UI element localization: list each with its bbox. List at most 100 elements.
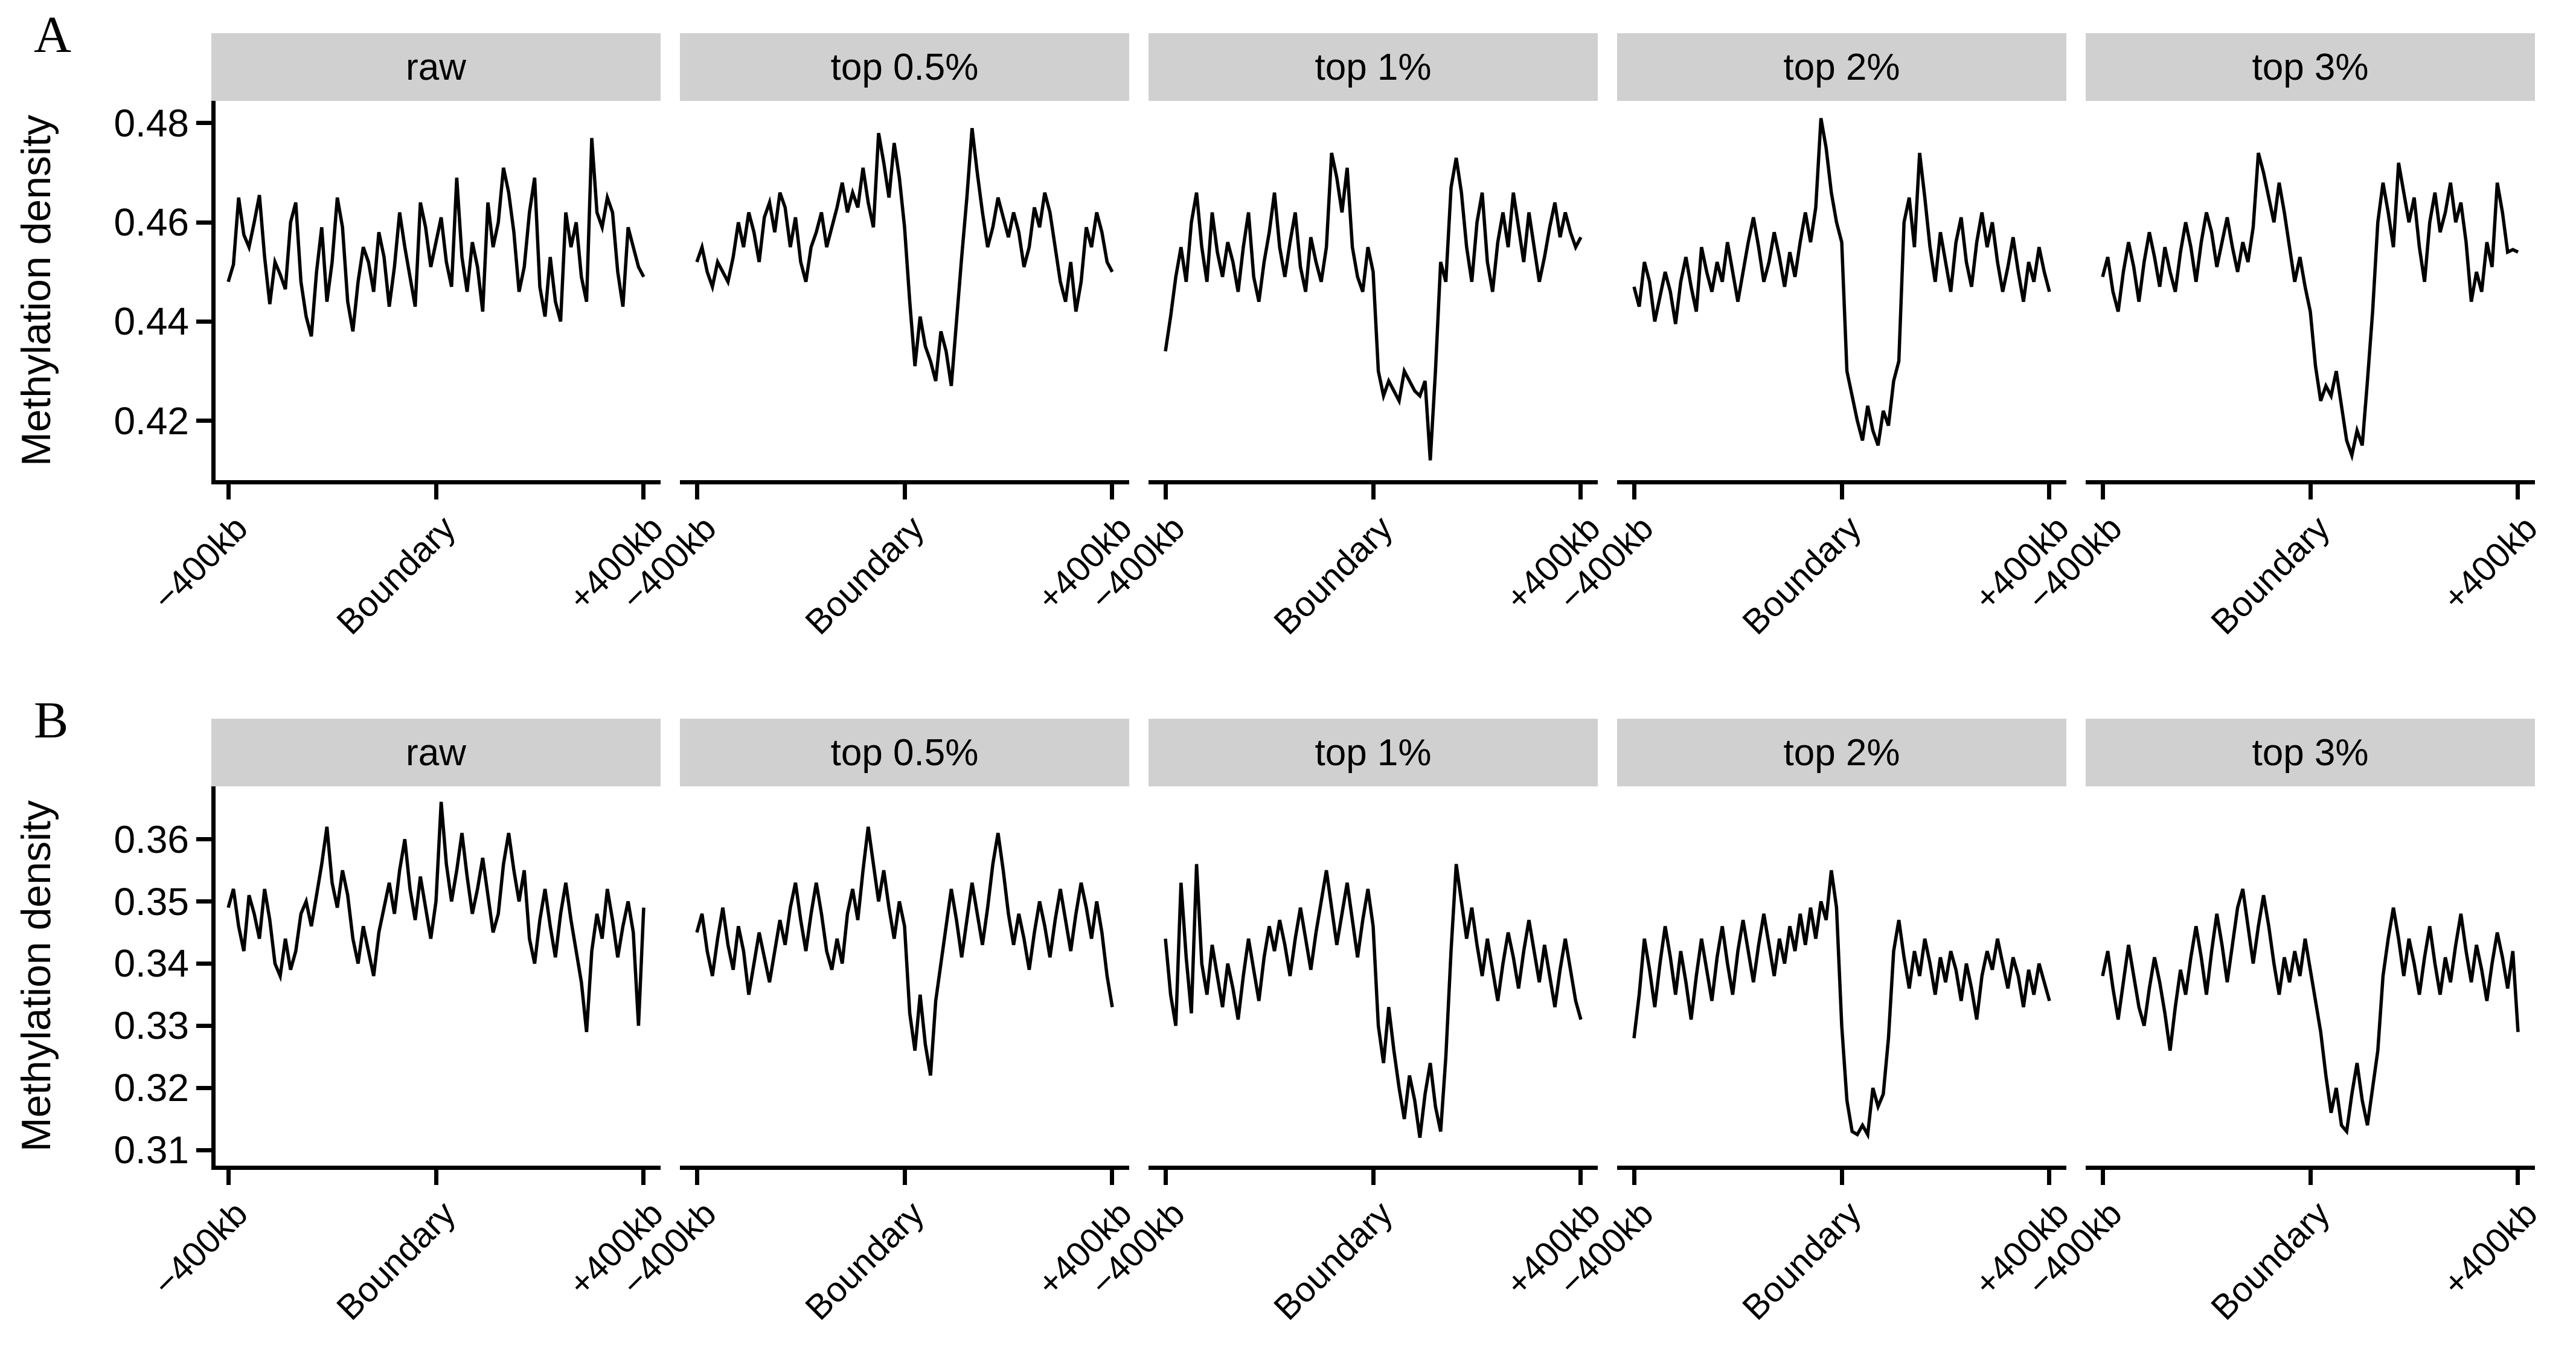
line-chart [1164, 152, 1583, 461]
figure-row-a: A Methylation density 0.48 0.46 0.44 0.4… [0, 5, 2545, 673]
line-chart [695, 127, 1114, 387]
x-tick-mark [903, 1170, 907, 1185]
y-tick-mark [196, 1023, 211, 1028]
line-chart [1164, 864, 1583, 1138]
x-tick-mark [695, 1170, 699, 1185]
y-tick: 0.35 [114, 879, 211, 924]
x-tick-mark [641, 484, 646, 499]
facet-strip: top 0.5% [680, 719, 1129, 786]
facet-a-top3: top 3% −400kb Boundary +400kb [2020, 33, 2545, 673]
y-axis-b: 0.36 0.35 0.34 0.33 0.32 0.31 [0, 786, 211, 1172]
y-tick-label: 0.32 [114, 1066, 189, 1110]
x-tick-mark [2101, 1170, 2105, 1185]
y-axis-line [211, 786, 216, 1170]
plot-area [1617, 786, 2066, 1166]
facet-strip: top 2% [1617, 33, 2066, 101]
y-tick: 0.36 [114, 817, 211, 862]
plot-area [680, 101, 1129, 480]
x-tick-label: Boundary [2203, 1193, 2337, 1328]
x-tick-label: Boundary [2203, 508, 2337, 643]
x-tick-label: Boundary [798, 1193, 932, 1328]
facet-a-raw: raw −400kb Boundary +400kb [146, 33, 671, 673]
facet-title: top 0.5% [830, 731, 979, 774]
line-chart [226, 801, 646, 1032]
y-tick-label: 0.48 [114, 101, 189, 145]
x-axis-line [1149, 480, 1598, 484]
line-chart [1632, 118, 2051, 446]
y-tick: 0.48 [114, 101, 211, 146]
y-axis-a: 0.48 0.46 0.44 0.42 [0, 101, 211, 480]
series-line [226, 801, 646, 1032]
x-tick-mark [903, 484, 907, 499]
x-axis-line [2086, 1166, 2535, 1170]
x-tick-mark [2047, 484, 2051, 499]
facet-strip: raw [211, 33, 661, 101]
facet-title: top 2% [1783, 46, 1900, 88]
x-tick-mark [434, 1170, 438, 1185]
x-tick-mark [1578, 1170, 1583, 1185]
facet-title: top 1% [1315, 731, 1432, 774]
x-tick-mark [1164, 484, 1168, 499]
plot-area [2086, 101, 2535, 480]
y-tick-label: 0.36 [114, 817, 189, 861]
series-line [695, 127, 1114, 387]
series-line [2101, 888, 2520, 1135]
x-tick-label: Boundary [798, 508, 932, 643]
panel-letter-a: A [34, 5, 72, 63]
y-tick-mark [196, 220, 211, 225]
x-tick-mark [2308, 1170, 2313, 1185]
x-tick-label: Boundary [329, 508, 463, 643]
y-axis-line [211, 101, 216, 484]
y-tick-mark [196, 1148, 211, 1152]
x-tick-label: Boundary [1735, 508, 1869, 643]
facet-strip: raw [211, 719, 661, 786]
x-tick-mark [641, 1170, 646, 1185]
facet-title: top 0.5% [830, 46, 979, 88]
x-tick-mark [1110, 484, 1114, 499]
y-tick: 0.32 [114, 1065, 211, 1110]
plot-area [2086, 786, 2535, 1166]
y-tick-mark [196, 961, 211, 966]
x-axis-line [211, 1166, 661, 1170]
y-tick-label: 0.34 [114, 942, 189, 986]
facet-strip: top 3% [2086, 719, 2535, 786]
y-tick-label: 0.46 [114, 201, 189, 245]
plot-area [1149, 101, 1598, 480]
x-tick-mark [1840, 1170, 1844, 1185]
x-tick-label: Boundary [1266, 508, 1400, 643]
facet-strip: top 1% [1149, 33, 1598, 101]
facet-title: top 2% [1783, 731, 1900, 774]
plot-area [1617, 101, 2066, 480]
y-tick: 0.33 [114, 1003, 211, 1048]
x-axis-line [2086, 480, 2535, 484]
x-tick-mark [2308, 484, 2313, 499]
line-chart [2101, 152, 2519, 462]
x-tick-mark [1110, 1170, 1114, 1185]
x-tick-label: +400kb [2435, 508, 2545, 618]
facet-b-top2: top 2% −400kb Boundary +400kb [1551, 719, 2077, 1359]
y-tick-label: 0.44 [114, 300, 189, 344]
facet-title: top 1% [1315, 46, 1432, 88]
x-tick-label: Boundary [329, 1193, 463, 1328]
y-tick-label: 0.35 [114, 879, 189, 923]
line-chart [2101, 888, 2520, 1135]
x-tick-mark [1840, 484, 1844, 499]
facet-title: top 3% [2252, 731, 2369, 774]
y-tick-mark [196, 899, 211, 904]
y-tick-mark [196, 1085, 211, 1090]
line-chart [226, 138, 646, 337]
y-tick: 0.31 [114, 1128, 211, 1172]
x-tick-mark [2516, 484, 2520, 499]
figure-row-b: B Methylation density 0.36 0.35 0.34 0.3… [0, 686, 2576, 1371]
x-axis-line [680, 480, 1129, 484]
facet-b-top3: top 3% −400kb Boundary +400kb [2020, 719, 2545, 1359]
y-tick-mark [196, 121, 211, 126]
x-axis-line [1617, 1166, 2066, 1170]
facet-b-top05: top 0.5% −400kb Boundary +400kb [614, 719, 1139, 1359]
line-chart [695, 826, 1114, 1076]
facet-a-top2: top 2% −400kb Boundary +400kb [1551, 33, 2077, 673]
facet-b-raw: raw −400kb Boundary +400kb [146, 719, 671, 1359]
x-tick-mark [695, 484, 699, 499]
y-tick-mark [196, 419, 211, 423]
x-tick-mark [1371, 1170, 1376, 1185]
